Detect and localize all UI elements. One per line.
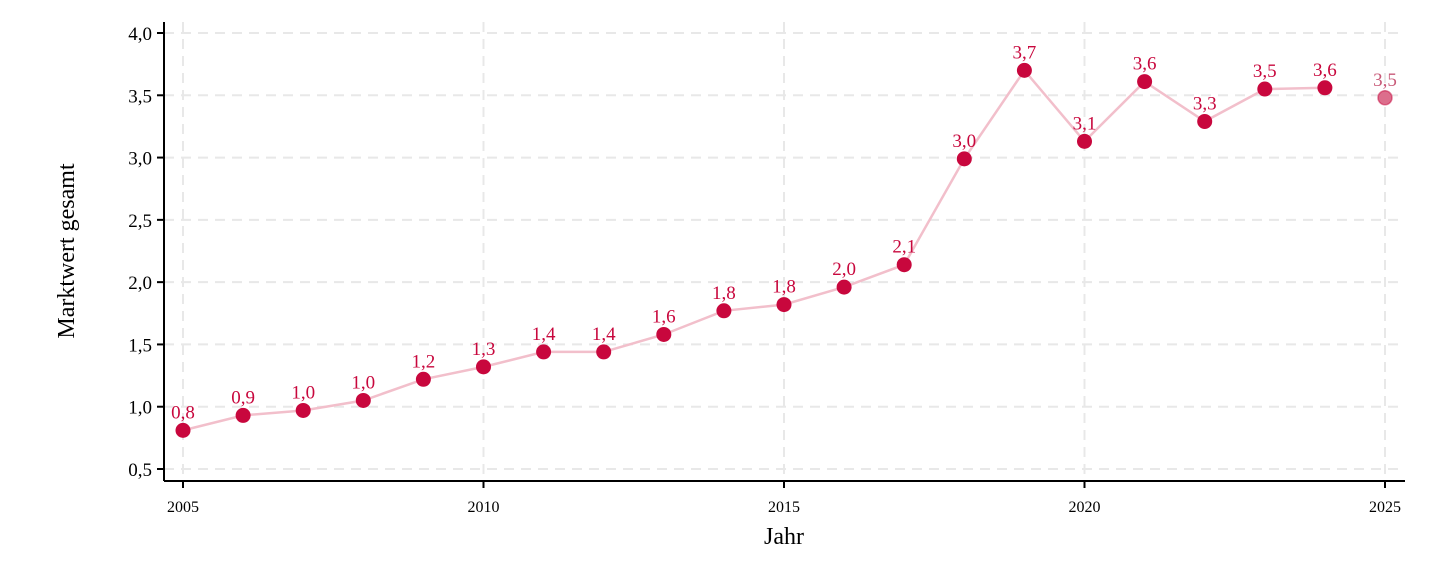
axes: 2005 2010 2015 2020 2025 0,5 1,0 1,5 2,0 2,5 3,0 3… (128, 22, 1405, 516)
data-point (1317, 80, 1333, 96)
data-label: 3,3 (1193, 93, 1217, 114)
data-label: 3,6 (1133, 54, 1157, 75)
data-label: 3,7 (1013, 42, 1037, 63)
data-label: 1,0 (291, 382, 315, 403)
data-label: 2,0 (832, 259, 856, 280)
data-label: 3,1 (1073, 113, 1097, 134)
data-label: 3,0 (952, 131, 976, 152)
data-label: 3,6 (1313, 60, 1337, 81)
data-label: 1,6 (652, 306, 676, 327)
data-point (1016, 62, 1032, 78)
data-label: 1,8 (712, 283, 736, 304)
x-tick-label: 2015 (768, 499, 800, 516)
series-line (182, 68, 1325, 432)
x-axis-title: Jahr (764, 524, 804, 550)
y-tick-label: 0,5 (128, 460, 152, 481)
data-label: 1,4 (532, 324, 556, 345)
series-markers (175, 62, 1393, 438)
data-point (656, 326, 672, 342)
data-point (476, 359, 491, 375)
y-axis-title: Marktwert gesamt (54, 163, 80, 339)
data-label: 1,2 (412, 351, 436, 372)
data-label: 0,8 (171, 402, 195, 423)
y-tick-label: 3,0 (128, 149, 152, 170)
data-point (355, 392, 371, 408)
data-point (235, 407, 251, 423)
data-point (1077, 133, 1092, 149)
data-point (175, 422, 191, 438)
y-tick-label: 1,5 (128, 335, 152, 356)
data-point (596, 344, 612, 360)
data-point (896, 257, 912, 273)
data-label: 1,8 (772, 277, 796, 298)
data-point (956, 151, 972, 167)
projected-data-label: 3,5 (1373, 70, 1397, 91)
y-tick-label: 1,0 (128, 398, 152, 419)
y-tick-label: 2,5 (128, 211, 152, 232)
projected-data-point (1377, 90, 1393, 106)
data-label: 2,1 (892, 237, 916, 258)
data-label: 1,4 (592, 324, 616, 345)
x-tick-label: 2005 (167, 499, 199, 516)
grid (164, 22, 1405, 481)
data-label: 3,5 (1253, 61, 1277, 82)
data-label: 1,3 (472, 339, 496, 360)
data-point (1137, 74, 1153, 90)
data-label: 0,9 (231, 387, 255, 408)
y-tick-label: 4,0 (128, 24, 152, 45)
data-point (295, 402, 311, 418)
data-labels: 0,8 0,9 1,0 1,0 1,2 1,3 1,4 1,4 1,6 1,8 1,8 2,0 2,1 3… (171, 42, 1397, 423)
y-tick-label: 2,0 (128, 273, 152, 294)
x-tick-label: 2010 (468, 499, 500, 516)
data-point (716, 303, 732, 319)
data-point (1257, 81, 1273, 97)
x-tick-label: 2020 (1069, 499, 1101, 516)
data-label: 1,0 (351, 372, 375, 393)
x-ticks: 2005 2010 2015 2020 2025 (167, 481, 1401, 516)
data-point (836, 279, 852, 295)
data-point (536, 344, 552, 360)
x-tick-label: 2025 (1369, 499, 1401, 516)
y-tick-label: 3,5 (128, 86, 152, 107)
data-point (1197, 113, 1213, 129)
y-ticks: 0,5 1,0 1,5 2,0 2,5 3,0 3,5 4,0 (128, 24, 164, 481)
data-point (415, 371, 431, 387)
data-point (776, 297, 792, 313)
